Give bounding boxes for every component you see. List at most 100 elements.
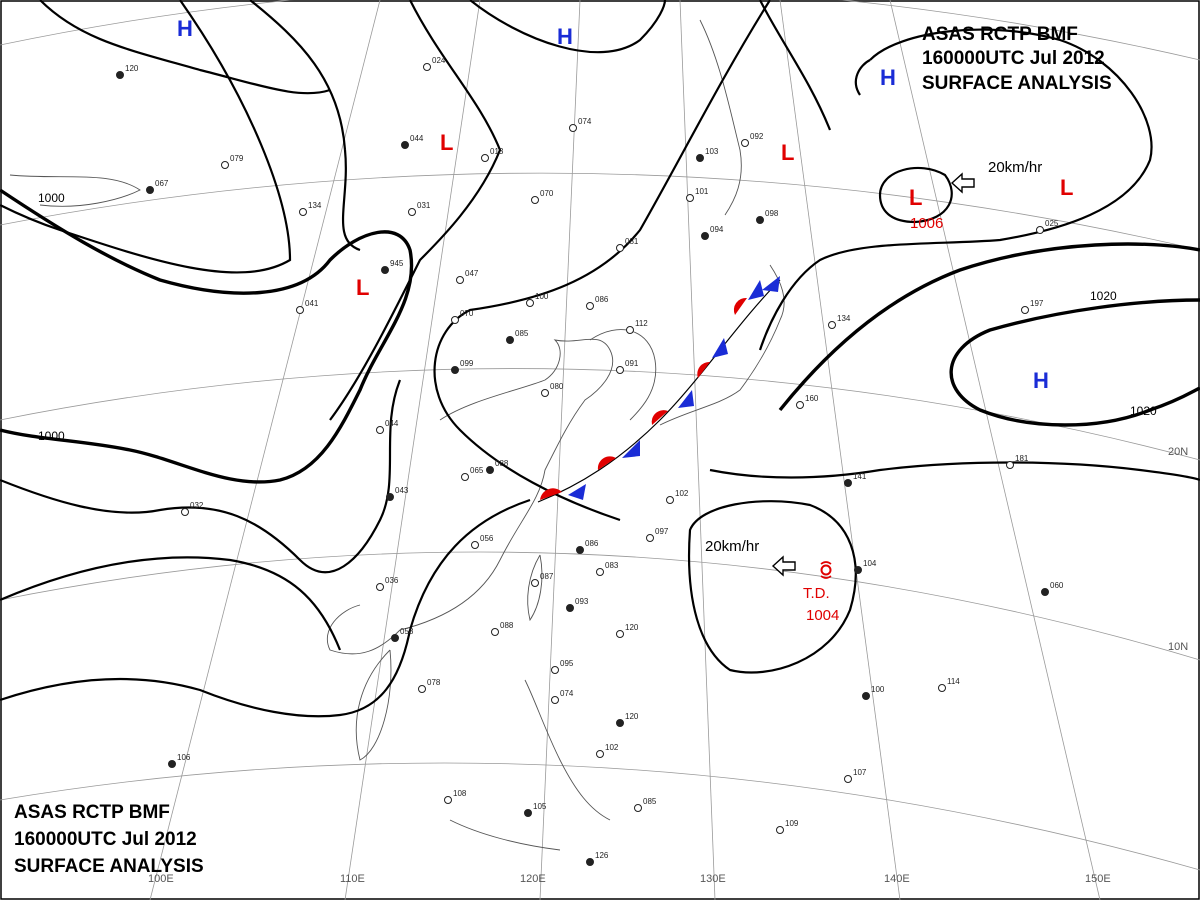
station-circle-icon — [1041, 588, 1049, 596]
longitude-grid — [149, 0, 1101, 900]
station-circle-icon — [586, 302, 594, 310]
station-circle-icon — [666, 496, 674, 504]
station-plot: 134 — [828, 314, 851, 329]
station-circle-icon — [696, 154, 704, 162]
station-pressure: 126 — [595, 851, 609, 860]
station-pressure: 031 — [417, 201, 431, 210]
station-circle-icon — [376, 426, 384, 434]
station-plot: 060 — [1041, 581, 1064, 596]
station-circle-icon — [531, 196, 539, 204]
station-plot: 100 — [526, 292, 549, 307]
station-circle-icon — [596, 750, 604, 758]
station-circle-icon — [862, 692, 870, 700]
motion-arrow-icon — [950, 172, 975, 194]
station-circle-icon — [756, 216, 764, 224]
station-pressure: 085 — [643, 797, 657, 806]
isobar-label: 1000 — [38, 429, 65, 443]
station-circle-icon — [391, 634, 399, 642]
station-plot: 120 — [616, 712, 639, 727]
station-circle-icon — [506, 336, 514, 344]
station-pressure: 087 — [540, 572, 554, 581]
station-circle-icon — [491, 628, 499, 636]
station-plot: 100 — [862, 685, 885, 700]
station-plot: 114 — [938, 677, 960, 692]
station-pressure: 100 — [871, 685, 885, 694]
station-plot: 070 — [451, 309, 474, 324]
station-plot: 102 — [596, 743, 619, 758]
station-plot: 095 — [551, 659, 574, 674]
station-pressure: 047 — [465, 269, 479, 278]
header-line-1: ASAS RCTP BMF — [922, 24, 1078, 45]
station-pressure: 044 — [410, 134, 424, 143]
station-circle-icon — [423, 63, 431, 71]
station-plot: 044 — [376, 419, 399, 434]
station-pressure: 106 — [177, 753, 191, 762]
header-line-1: ASAS RCTP BMF — [14, 802, 170, 823]
station-plot: 083 — [596, 561, 619, 576]
station-circle-icon — [456, 276, 464, 284]
station-pressure: 086 — [585, 539, 599, 548]
station-pressure: 080 — [550, 382, 564, 391]
td-label: T.D. — [803, 585, 830, 602]
station-plot: 120 — [616, 623, 639, 638]
motion-vectors: 20km/hr 20km/hr — [705, 159, 1042, 577]
station-circle-icon — [408, 208, 416, 216]
station-plot: 092 — [741, 132, 764, 147]
station-plot: 031 — [408, 201, 431, 216]
station-circle-icon — [376, 583, 384, 591]
station-plot: 065 — [461, 466, 484, 481]
station-circle-icon — [616, 244, 624, 252]
isobar-labels: 1000 1000 1020 1020 — [38, 191, 1157, 443]
station-pressure: 102 — [605, 743, 619, 752]
station-plot: 078 — [418, 678, 441, 693]
station-circle-icon — [616, 719, 624, 727]
station-plot: 181 — [1006, 454, 1029, 469]
station-plot: 098 — [756, 209, 779, 224]
station-circle-icon — [596, 568, 604, 576]
lon-label: 150E — [1085, 873, 1111, 885]
station-pressure: 120 — [125, 64, 139, 73]
high-pressure-center: H — [557, 24, 573, 49]
station-plot: 074 — [551, 689, 574, 704]
station-plot: 088 — [486, 459, 509, 474]
station-plot: 087 — [531, 572, 554, 587]
lat-label: 20N — [1168, 446, 1188, 458]
lon-label: 130E — [700, 873, 726, 885]
station-circle-icon — [844, 775, 852, 783]
station-plot: 120 — [116, 64, 139, 79]
low-pressure-center: L — [909, 185, 922, 210]
station-circle-icon — [551, 696, 559, 704]
station-circle-icon — [168, 760, 176, 768]
isobar-label: 1020 — [1090, 289, 1117, 303]
station-circle-icon — [566, 604, 574, 612]
station-pressure: 085 — [515, 329, 529, 338]
station-pressure: 092 — [750, 132, 764, 141]
graticule-labels: 20N 10N 100E 110E 120E 130E 140E 150E — [148, 446, 1188, 885]
warm-front-semicircles — [540, 297, 747, 500]
station-plot: 097 — [646, 527, 669, 542]
station-pressure: 100 — [535, 292, 549, 301]
station-plot: 088 — [491, 621, 514, 636]
header-line-3: SURFACE ANALYSIS — [922, 73, 1112, 94]
station-pressure: 079 — [230, 154, 244, 163]
header-bottom-left: ASAS RCTP BMF 160000UTC Jul 2012 SURFACE… — [14, 802, 204, 877]
header-top-right: ASAS RCTP BMF 160000UTC Jul 2012 SURFACE… — [922, 24, 1112, 94]
station-pressure: 056 — [480, 534, 494, 543]
station-plot: 043 — [386, 486, 409, 501]
pressure-centers: H H H H L L L L L 1006 — [177, 16, 1073, 393]
lon-label: 120E — [520, 873, 546, 885]
station-plot: 104 — [854, 559, 877, 574]
station-plot: 056 — [471, 534, 494, 549]
station-pressure: 099 — [460, 359, 474, 368]
low-pressure-center: L — [440, 130, 453, 155]
station-circle-icon — [381, 266, 389, 274]
station-circle-icon — [116, 71, 124, 79]
station-pressure: 041 — [305, 299, 319, 308]
station-pressure: 114 — [947, 677, 960, 686]
station-plot: 099 — [451, 359, 474, 374]
station-circle-icon — [531, 579, 539, 587]
station-pressure: 091 — [625, 359, 639, 368]
station-circle-icon — [626, 326, 634, 334]
station-circle-icon — [616, 366, 624, 374]
